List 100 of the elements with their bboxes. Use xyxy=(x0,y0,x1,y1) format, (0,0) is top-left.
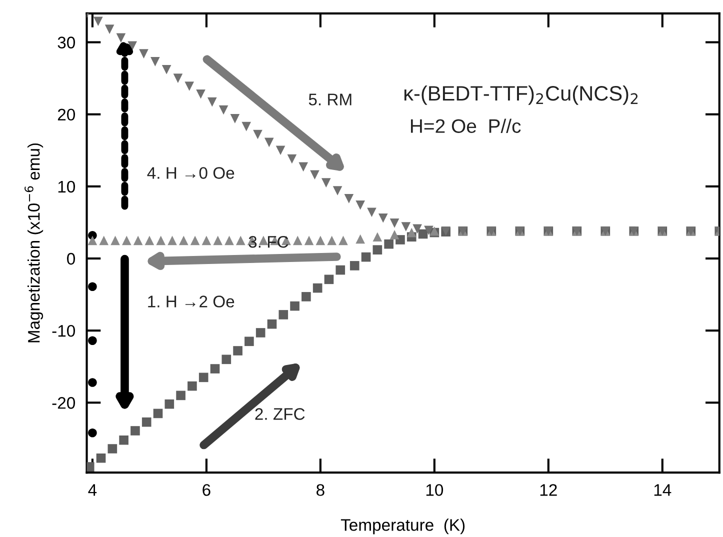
point xyxy=(233,346,242,356)
point xyxy=(110,236,120,246)
point xyxy=(156,236,166,246)
point xyxy=(312,283,322,293)
point xyxy=(122,236,132,246)
x-axis-title: Temperature (K) xyxy=(340,518,465,534)
y-tick-label: -20 xyxy=(52,397,75,409)
point xyxy=(88,428,97,438)
point xyxy=(316,236,326,246)
point xyxy=(390,218,400,228)
annotation: H=2 Oe P//c xyxy=(410,118,521,133)
point xyxy=(168,236,177,246)
point xyxy=(94,16,103,26)
point xyxy=(292,236,302,246)
point xyxy=(210,364,220,374)
point xyxy=(164,399,174,409)
point xyxy=(256,328,266,338)
point xyxy=(287,154,297,164)
point xyxy=(104,24,114,34)
point xyxy=(178,236,188,246)
x-tick-label: 6 xyxy=(202,484,210,496)
point xyxy=(406,228,416,238)
point xyxy=(310,170,320,180)
point xyxy=(128,41,138,51)
annotation: 2. ZFC xyxy=(255,408,305,420)
point xyxy=(207,97,217,107)
point xyxy=(139,49,148,58)
point xyxy=(96,453,106,463)
point xyxy=(150,57,160,66)
annotation: κ-(BEDT-TTF)$_{2}$Cu(NCS)$_{2}$ xyxy=(404,85,638,105)
point xyxy=(236,236,246,246)
point xyxy=(336,265,346,275)
point xyxy=(108,444,118,454)
point xyxy=(356,234,365,244)
point xyxy=(327,236,336,246)
point xyxy=(384,239,394,249)
point xyxy=(278,310,288,320)
point xyxy=(401,222,411,232)
annotation: 4. H →0 Oe xyxy=(147,167,234,179)
point xyxy=(356,200,365,210)
point xyxy=(202,236,212,246)
point xyxy=(176,390,186,400)
point xyxy=(99,236,109,246)
point xyxy=(276,146,286,156)
point xyxy=(88,378,97,387)
point xyxy=(184,82,194,91)
x-tick-label: 10 xyxy=(426,484,444,496)
point xyxy=(224,236,234,246)
point xyxy=(173,74,183,83)
y-tick-label: 20 xyxy=(58,108,75,121)
point xyxy=(412,224,422,234)
point xyxy=(242,122,251,132)
point xyxy=(338,236,348,246)
point xyxy=(267,319,277,329)
point xyxy=(304,236,314,246)
point xyxy=(88,236,98,246)
point xyxy=(324,274,334,284)
point xyxy=(188,381,197,391)
point xyxy=(144,236,154,246)
point xyxy=(88,336,97,346)
point xyxy=(213,236,223,246)
point xyxy=(130,426,140,436)
x-tick-label: 4 xyxy=(88,484,97,496)
point xyxy=(119,435,128,445)
point xyxy=(367,208,376,218)
point xyxy=(133,236,143,246)
annotation: 3. FC xyxy=(248,236,288,248)
y-axis-title: Magnetization (x10$^{−6}$ emu) xyxy=(24,143,44,342)
point xyxy=(222,354,232,364)
annotation: 1. H →2 Oe xyxy=(148,296,234,308)
point xyxy=(372,245,382,254)
point xyxy=(190,236,200,246)
x-tick-label: 8 xyxy=(316,484,324,496)
point xyxy=(244,336,254,346)
point xyxy=(390,230,400,240)
point xyxy=(88,282,97,291)
point xyxy=(378,213,388,223)
point xyxy=(321,178,331,188)
point xyxy=(372,232,382,242)
point xyxy=(332,186,342,196)
point xyxy=(116,33,126,43)
x-tick-label: 14 xyxy=(654,484,672,496)
point xyxy=(198,372,208,382)
point xyxy=(290,301,300,311)
point xyxy=(142,417,152,427)
x-tick-label: 12 xyxy=(540,484,557,496)
point xyxy=(302,292,311,302)
point xyxy=(153,408,163,418)
point xyxy=(218,105,228,115)
point xyxy=(350,261,360,270)
point xyxy=(162,64,172,74)
point xyxy=(424,226,434,236)
point xyxy=(418,229,428,239)
point xyxy=(230,114,240,124)
y-tick-label: 0 xyxy=(67,252,75,265)
point xyxy=(361,252,371,262)
y-tick-label: 10 xyxy=(58,180,75,193)
y-tick-label: -10 xyxy=(52,324,75,337)
point xyxy=(253,130,262,140)
point xyxy=(264,138,274,148)
